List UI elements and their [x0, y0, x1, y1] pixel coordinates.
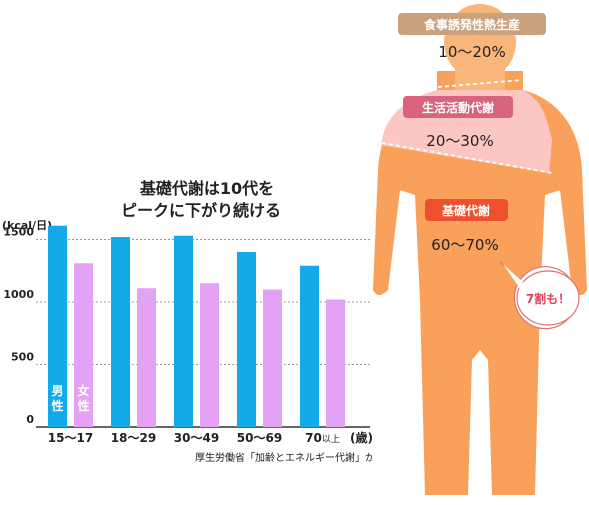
bar-male-3: [237, 252, 256, 427]
series-label-char: 女: [77, 383, 89, 398]
y-tick-label: 500: [11, 351, 34, 364]
bar-female-1: [137, 288, 156, 427]
bar-chart: 基礎代謝は10代を ピークに下がり続ける (kcal/日) 0 500 1000 15…: [2, 179, 372, 464]
pill-diet-induced: [398, 13, 546, 35]
y-tick-label: 0: [26, 413, 34, 426]
x-tick-label: 70以上: [305, 431, 340, 445]
bar-male-2: [174, 235, 193, 427]
bar-male-4: [300, 265, 319, 427]
separator-line: [437, 79, 523, 88]
bar-female-0: [74, 263, 93, 427]
bar-male-0: [48, 225, 67, 427]
age-unit-label: (歳): [350, 430, 372, 445]
source-note: 厚生労働省「加齢とエネルギー代謝」から: [195, 451, 372, 464]
x-tick-label: 50〜69: [237, 431, 282, 445]
chart-title-line-1: 基礎代謝は10代を: [139, 179, 274, 198]
body-silhouette: [373, 71, 587, 495]
chart-title-line-2: ピークに下がり続ける: [121, 201, 281, 220]
y-tick-label: 1000: [3, 288, 34, 301]
pill-diet-induced-label: 食事誘発性熱生産: [423, 17, 520, 32]
bar-female-2: [200, 283, 219, 427]
neck: [455, 64, 505, 90]
bar-male-1: [111, 237, 130, 427]
pill-activity-label: 生活活動代謝: [422, 100, 494, 115]
separator-line: [381, 142, 553, 174]
y-axis-label: (kcal/日): [2, 219, 52, 232]
percent-diet-induced: 10〜20%: [438, 43, 505, 61]
percent-activity: 20〜30%: [426, 132, 493, 150]
percent-basal: 60〜70%: [431, 236, 498, 254]
series-label-char: 性: [50, 398, 63, 413]
series-label-char: 性: [76, 398, 89, 413]
x-tick-label: 18〜29: [111, 431, 156, 445]
pill-basal: [425, 199, 508, 221]
pill-activity: [403, 96, 513, 118]
y-tick-label: 1500: [3, 226, 34, 239]
x-tick-label: 30〜49: [174, 431, 219, 445]
bar-female-4: [326, 299, 345, 427]
bar-female-3: [263, 289, 282, 427]
x-tick-label: 15〜17: [48, 431, 93, 445]
body-figure: 食事誘発性熱生産 10〜20% 生活活動代謝 20〜30% 基礎代謝 60〜70…: [373, 4, 587, 495]
callout-bubble-body: [516, 270, 580, 326]
series-label-char: 男: [51, 384, 63, 398]
callout-text: 7割も！: [526, 291, 570, 306]
pill-basal-label: 基礎代謝: [441, 203, 490, 218]
